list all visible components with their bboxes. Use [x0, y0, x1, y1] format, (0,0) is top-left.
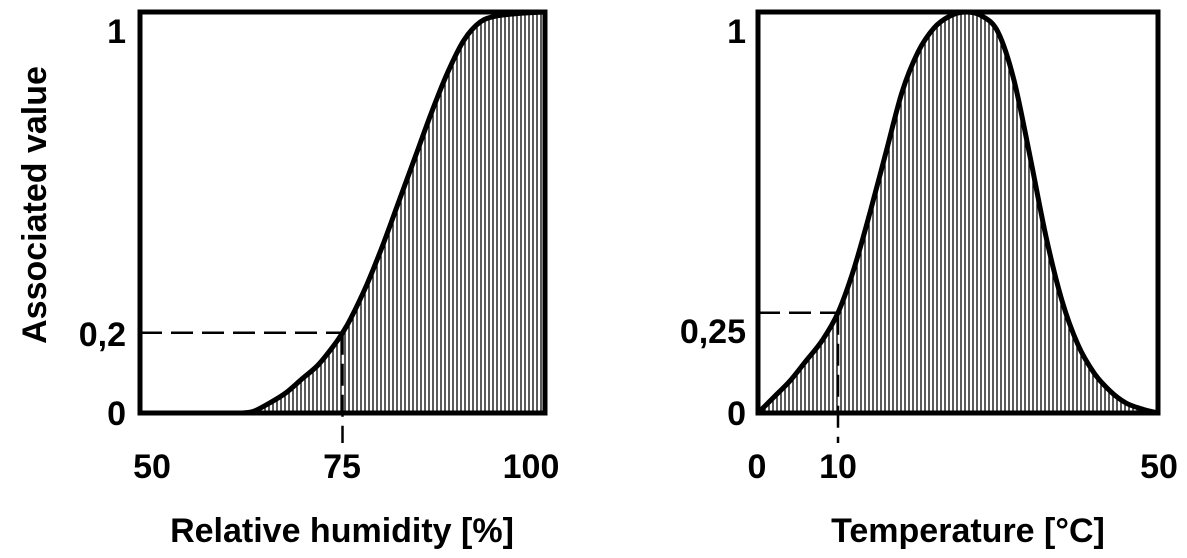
humidity-plot-frame: [137, 9, 548, 416]
temperature-plot-frame: [755, 9, 1161, 416]
y-tick-0: 0: [107, 395, 126, 433]
y-tick-1: 1: [107, 13, 126, 51]
x-tick-0: 0: [748, 448, 767, 486]
temperature-curve-fill: [758, 12, 1158, 413]
humidity-curve-line: [240, 9, 546, 416]
x-tick-10: 10: [819, 448, 857, 486]
x-axis-title-temperature: Temperature [°C]: [831, 512, 1105, 550]
x-tick-50: 50: [133, 448, 171, 486]
temperature-chart: 1 0,25 0 0 10 50 Temperature [°C]: [680, 9, 1178, 550]
x-tick-50: 50: [1140, 448, 1178, 486]
y-tick-0-25: 0,25: [680, 313, 746, 351]
humidity-chart: 1 0,2 0 50 75 100 Relative humidity [%] …: [16, 9, 560, 550]
humidity-curve-fill: [241, 12, 546, 413]
x-axis-title-humidity: Relative humidity [%]: [170, 512, 514, 550]
y-tick-1: 1: [727, 13, 746, 51]
x-tick-75: 75: [323, 448, 361, 486]
x-tick-100: 100: [503, 448, 560, 486]
y-axis-title: Associated value: [16, 66, 54, 344]
y-tick-0-2: 0,2: [79, 316, 126, 354]
y-tick-0: 0: [727, 395, 746, 433]
